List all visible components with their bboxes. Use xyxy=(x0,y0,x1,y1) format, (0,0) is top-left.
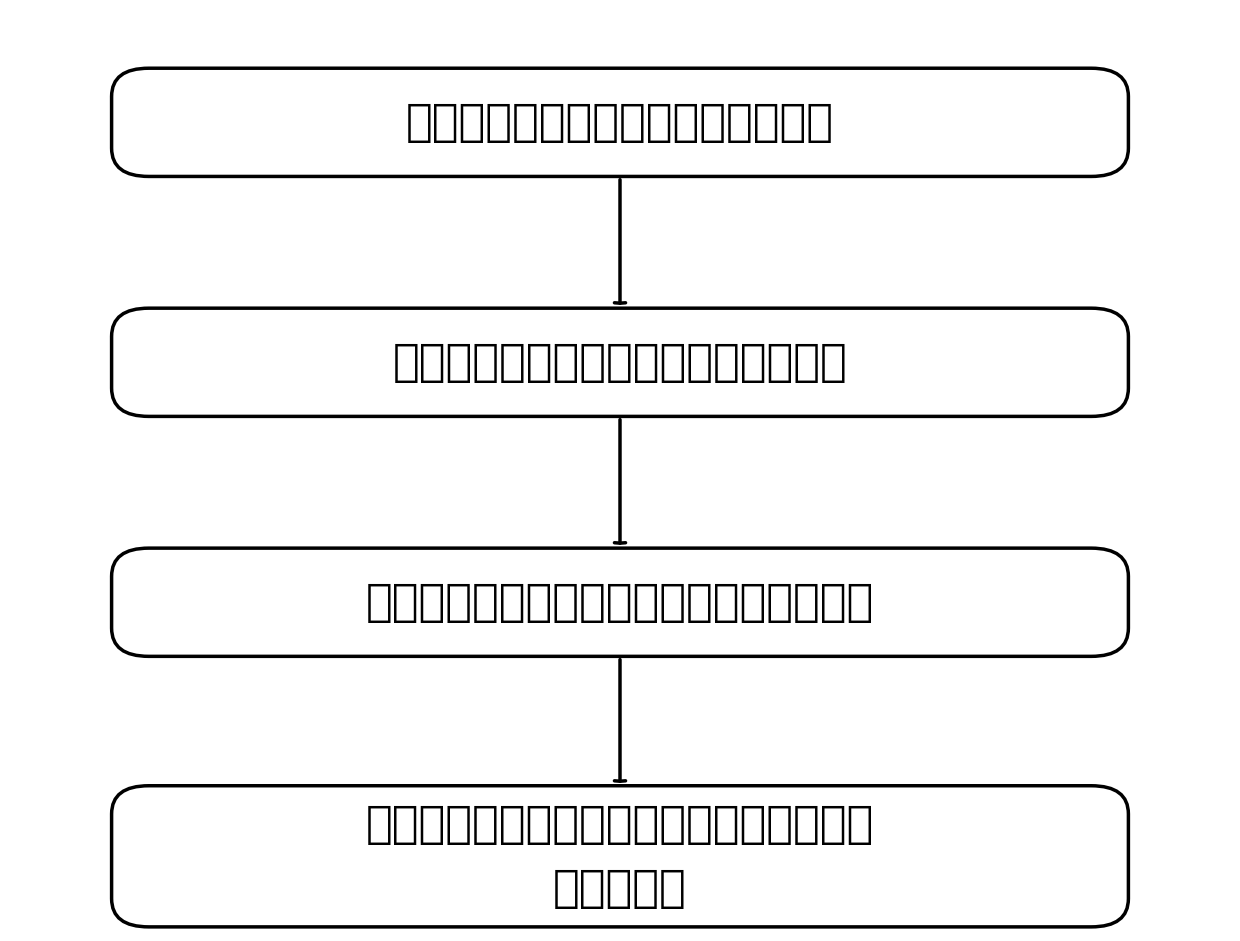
FancyBboxPatch shape xyxy=(112,309,1128,417)
Text: 计算所述不同时段的弱化围岩平均强度: 计算所述不同时段的弱化围岩平均强度 xyxy=(393,341,847,384)
Text: 拟合弱化围岩平均强度随时间变化对应关系: 拟合弱化围岩平均强度随时间变化对应关系 xyxy=(366,581,874,624)
FancyBboxPatch shape xyxy=(112,548,1128,657)
Text: 现场获取不同时段下的弱化围岩强度: 现场获取不同时段下的弱化围岩强度 xyxy=(405,101,835,144)
Text: 计算当弱化围岩平均强度达到设定强度时所
对应的时间: 计算当弱化围岩平均强度达到设定强度时所 对应的时间 xyxy=(366,803,874,910)
FancyBboxPatch shape xyxy=(112,786,1128,927)
FancyBboxPatch shape xyxy=(112,69,1128,177)
